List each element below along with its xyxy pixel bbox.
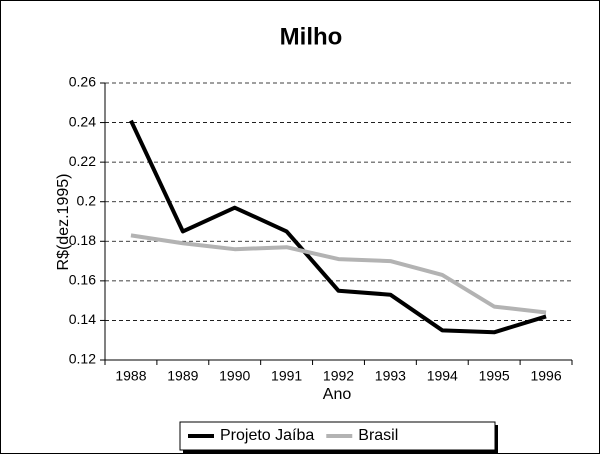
x-tick-label: 1995 bbox=[479, 368, 510, 384]
x-tick-label: 1993 bbox=[375, 368, 406, 384]
y-tick-label: 0.12 bbox=[69, 351, 96, 367]
x-axis-title: Ano bbox=[323, 386, 352, 403]
x-tick-label: 1991 bbox=[271, 368, 302, 384]
legend-label: Brasil bbox=[358, 427, 398, 444]
x-tick-label: 1992 bbox=[323, 368, 354, 384]
series-line bbox=[129, 119, 547, 335]
y-tick-label: 0.18 bbox=[69, 232, 96, 248]
y-tick-label: 0.2 bbox=[77, 192, 97, 208]
series-line bbox=[130, 233, 547, 315]
legend-label: Projeto Jaíba bbox=[220, 427, 314, 444]
y-tick-label: 0.16 bbox=[69, 272, 96, 288]
y-tick-label: 0.26 bbox=[69, 74, 96, 90]
x-tick-label: 1990 bbox=[219, 368, 250, 384]
y-axis-title: R$(dez.1995) bbox=[55, 174, 72, 271]
chart-title: Milho bbox=[280, 23, 343, 50]
y-tick-label: 0.22 bbox=[69, 153, 96, 169]
x-tick-label: 1994 bbox=[427, 368, 458, 384]
x-tick-label: 1988 bbox=[115, 368, 146, 384]
y-tick-label: 0.24 bbox=[69, 113, 96, 129]
y-tick-label: 0.14 bbox=[69, 311, 96, 327]
x-tick-label: 1989 bbox=[167, 368, 198, 384]
x-tick-label: 1996 bbox=[530, 368, 561, 384]
